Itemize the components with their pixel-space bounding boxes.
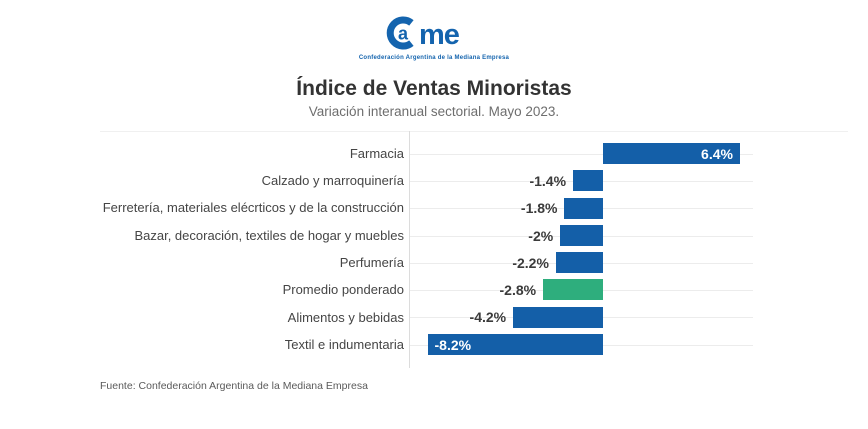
bar bbox=[560, 224, 603, 246]
value-label: -1.4% bbox=[529, 172, 567, 189]
category-label: Bazar, decoración, textiles de hogar y m… bbox=[134, 227, 404, 243]
value-label: -1.8% bbox=[520, 200, 558, 217]
chart-title: Índice de Ventas Minoristas bbox=[296, 77, 572, 100]
bar bbox=[543, 279, 603, 301]
plot-cell: 6.4% bbox=[409, 140, 848, 167]
came-logo: a me Confederación Argentina de la Media… bbox=[0, 13, 868, 61]
plot-cell: -4.2% bbox=[409, 304, 848, 331]
category-label: Calzado y marroquinería bbox=[261, 173, 404, 189]
bar bbox=[573, 170, 603, 192]
category-label: Farmacia bbox=[349, 145, 404, 161]
chart-row: Farmacia 6.4% bbox=[100, 140, 848, 167]
plot-cell: -2.8% bbox=[409, 276, 848, 303]
value-label: -2% bbox=[528, 227, 554, 244]
chart-row: Alimentos y bebidas -4.2% bbox=[100, 304, 848, 331]
value-label: -8.2% bbox=[434, 336, 472, 353]
chart-top-gridline bbox=[100, 131, 848, 132]
plot-cell: -1.4% bbox=[409, 167, 848, 194]
plot-cell: -2.2% bbox=[409, 249, 848, 276]
came-wordmark: a me bbox=[386, 13, 482, 53]
chart-row: Perfumería -2.2% bbox=[100, 249, 848, 276]
bar bbox=[555, 252, 603, 274]
y-axis-line bbox=[409, 131, 410, 368]
bar bbox=[513, 306, 603, 328]
category-label: Ferretería, materiales elécrticos y de l… bbox=[102, 200, 404, 216]
chart-row: Promedio ponderado -2.8% bbox=[100, 276, 848, 303]
value-label: -2.8% bbox=[499, 282, 537, 299]
chart-subtitle: Variación interanual sectorial. Mayo 202… bbox=[308, 104, 560, 119]
category-label: Promedio ponderado bbox=[282, 282, 404, 298]
logo-letter-a: a bbox=[398, 24, 409, 44]
chart-row: Textil e indumentaria -8.2% bbox=[100, 331, 848, 358]
category-label: Textil e indumentaria bbox=[284, 336, 404, 352]
bar: 6.4% bbox=[603, 143, 740, 164]
row-gridline bbox=[410, 153, 753, 155]
chart-row: Calzado y marroquinería -1.4% bbox=[100, 167, 848, 194]
plot-cell: -2% bbox=[409, 222, 848, 249]
came-logo-c-icon: a me bbox=[386, 16, 461, 51]
category-label: Alimentos y bebidas bbox=[287, 309, 404, 325]
bar-chart: Farmacia 6.4% Calzado y marroquinería -1.4%… bbox=[100, 131, 848, 368]
chart-row: Bazar, decoración, textiles de hogar y m… bbox=[100, 222, 848, 249]
plot-cell: -1.8% bbox=[409, 195, 848, 222]
bar: -8.2% bbox=[427, 334, 603, 356]
logo-letters-me: me bbox=[419, 19, 460, 51]
value-label: -2.2% bbox=[512, 254, 549, 271]
category-label: Perfumería bbox=[339, 254, 404, 270]
value-label: 6.4% bbox=[701, 145, 733, 162]
logo-tagline: Confederación Argentina de la Mediana Em… bbox=[358, 55, 510, 61]
source-note: Fuente: Confederación Argentina de la Me… bbox=[100, 380, 368, 392]
chart-row: Ferretería, materiales elécrticos y de l… bbox=[100, 195, 848, 222]
plot-cell: -8.2% bbox=[409, 331, 848, 358]
bar bbox=[564, 197, 603, 219]
value-label: -4.2% bbox=[469, 309, 507, 326]
